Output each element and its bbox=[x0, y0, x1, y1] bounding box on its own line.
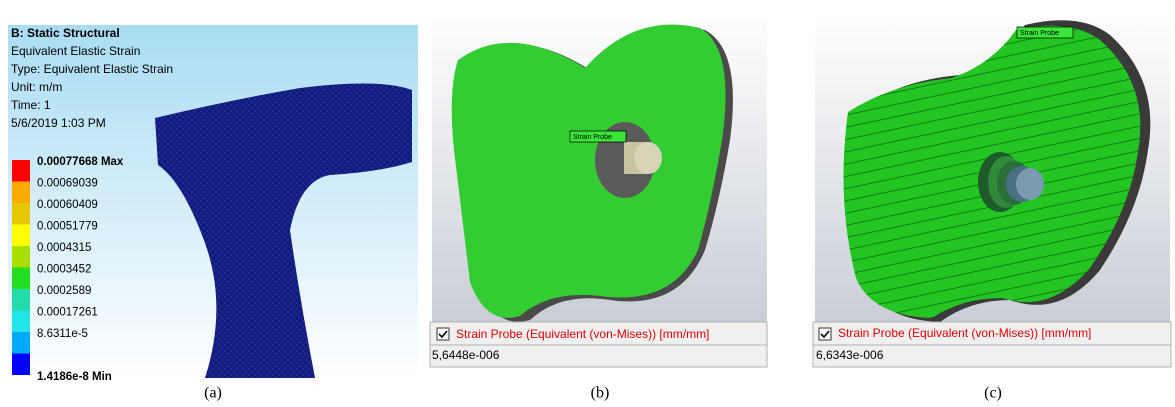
legend-swatch bbox=[12, 289, 30, 311]
legend-swatch bbox=[12, 225, 30, 247]
header-line: 5/6/2019 1:03 PM bbox=[11, 116, 106, 130]
header-line: Equivalent Elastic Strain bbox=[11, 44, 140, 58]
probe-tag-text: Strain Probe bbox=[1020, 30, 1059, 37]
header-line: Unit: m/m bbox=[11, 80, 62, 94]
checkbox[interactable] bbox=[437, 328, 449, 340]
legend-label: 0.00017261 bbox=[37, 307, 98, 319]
legend-swatch bbox=[12, 203, 30, 225]
figure: B: Static Structural Equivalent Elastic … bbox=[0, 0, 1175, 407]
caption: (a) bbox=[204, 385, 222, 402]
legend-label: 0.0002589 bbox=[37, 285, 91, 297]
legend-label: 0.00077668 Max bbox=[37, 156, 124, 168]
panel-b: Strain Probe Strain Probe (Equivalent (v… bbox=[430, 10, 767, 367]
probe-value: 5,6448e-006 bbox=[432, 348, 500, 362]
panel-c: Strain Probe Strain Probe (Equivalent (v… bbox=[813, 12, 1171, 367]
legend-label: 0.0004315 bbox=[37, 242, 91, 254]
pin-end bbox=[634, 142, 662, 174]
legend-swatch bbox=[12, 311, 30, 333]
legend-swatch bbox=[12, 246, 30, 268]
legend-label: 0.00051779 bbox=[37, 221, 98, 233]
legend-label: 8.6311e-5 bbox=[37, 328, 88, 340]
probe-label: Strain Probe (Equivalent (von-Mises)) [m… bbox=[456, 327, 709, 341]
legend-label: 1.4186e-8 Min bbox=[37, 371, 112, 383]
caption: (b) bbox=[591, 385, 610, 402]
caption: (c) bbox=[984, 385, 1002, 402]
probe-label: Strain Probe (Equivalent (von-Mises)) [m… bbox=[838, 326, 1091, 340]
header-line: B: Static Structural bbox=[11, 26, 120, 40]
legend-swatch bbox=[12, 332, 30, 354]
header-line: Time: 1 bbox=[11, 98, 51, 112]
probe-tag-text: Strain Probe bbox=[573, 134, 612, 141]
legend-swatch bbox=[12, 268, 30, 290]
legend-swatch bbox=[12, 182, 30, 204]
legend-label: 0.00060409 bbox=[37, 199, 98, 211]
header-line: Type: Equivalent Elastic Strain bbox=[11, 62, 173, 76]
legend-label: 0.00069039 bbox=[37, 178, 98, 190]
probe-value: 6,6343e-006 bbox=[816, 348, 884, 362]
panel-a: B: Static Structural Equivalent Elastic … bbox=[8, 25, 418, 383]
legend-swatch bbox=[12, 354, 30, 376]
checkbox[interactable] bbox=[819, 328, 831, 340]
legend-label: 0.0003452 bbox=[37, 264, 91, 276]
legend-swatch bbox=[12, 160, 30, 182]
